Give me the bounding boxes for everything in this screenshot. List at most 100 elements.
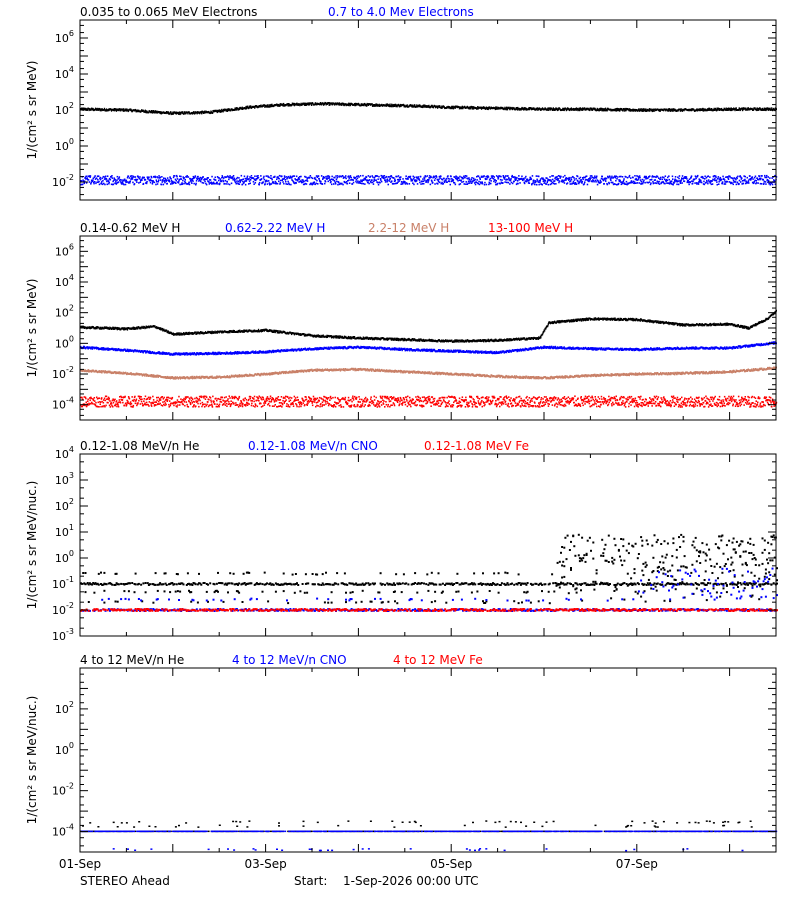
data-point [556,176,558,178]
data-point [430,176,432,179]
data-point [709,182,711,184]
data-point [193,111,195,113]
data-point [734,181,737,183]
data-point [337,335,339,338]
data-point [283,102,285,105]
data-point [487,340,489,342]
data-point [80,183,82,186]
data-point [126,181,128,183]
data-point [99,109,101,112]
data-point [691,180,693,182]
data-point [620,175,622,178]
data-point [721,181,724,183]
data-point [668,175,670,177]
data-point [192,180,194,182]
data-point [700,324,702,327]
data-point [593,318,595,321]
data-point [268,104,270,106]
data-point [153,181,156,184]
data-point [373,337,375,340]
data-point [629,108,631,110]
data-point [299,333,301,335]
data-point [118,109,120,112]
data-point [330,335,332,337]
data-point [493,339,496,342]
data-point [731,109,733,112]
data-point [116,175,119,178]
data-point [557,175,560,177]
data-point [163,177,165,179]
data-point [619,179,621,182]
data-point [315,178,317,181]
data-point [116,326,118,329]
data-point [400,338,402,341]
data-point [440,175,442,178]
data-point [126,176,129,179]
data-point [235,182,237,185]
data-point [287,103,289,106]
data-point [336,335,338,338]
data-point [231,108,233,110]
data-point [220,179,222,182]
data-point [538,183,540,186]
data-point [172,112,174,115]
data-point [579,176,582,179]
data-point [671,108,673,111]
data-point [405,182,408,184]
data-point [710,109,712,112]
data-point [643,109,646,112]
data-point [584,107,586,110]
data-point [700,176,702,179]
data-point [382,337,385,340]
data-point [575,177,577,180]
data-point [165,180,167,183]
data-point [395,339,397,341]
data-point [398,104,400,106]
data-point [328,102,330,104]
data-point [379,181,381,184]
data-point [509,183,511,185]
data-point [727,178,730,180]
data-point [359,182,361,184]
data-point [161,176,163,178]
data-point [118,177,120,179]
data-point [702,107,704,110]
data-point [427,180,430,182]
data-point [139,181,142,183]
data-point [704,109,706,112]
data-point [702,177,704,180]
data-point [531,108,533,111]
data-point [337,183,339,186]
data-point [614,175,616,177]
data-point [120,183,123,185]
data-point [630,181,632,183]
data-point [235,107,238,109]
data-point [667,109,669,112]
data-point [598,109,600,112]
data-point [268,176,270,179]
data-point [321,336,323,338]
data-point [477,106,479,108]
data-point [454,107,456,109]
data-point [503,107,506,110]
data-point [474,178,476,181]
legend-entry: 0.62-2.22 MeV H [225,221,325,235]
data-point [349,176,351,178]
data-point [350,179,352,181]
data-point [487,176,490,178]
data-point [627,318,629,321]
data-point [101,177,103,179]
data-point [536,107,539,110]
data-point [264,183,266,185]
data-point [344,176,346,179]
data-point [771,107,773,110]
data-point [394,179,396,182]
data-point [282,178,285,180]
data-point [179,178,182,180]
data-point [668,321,670,324]
data-point [644,181,646,184]
data-point [462,180,465,183]
data-point [248,178,250,180]
data-point [649,175,651,177]
data-point [421,183,424,185]
